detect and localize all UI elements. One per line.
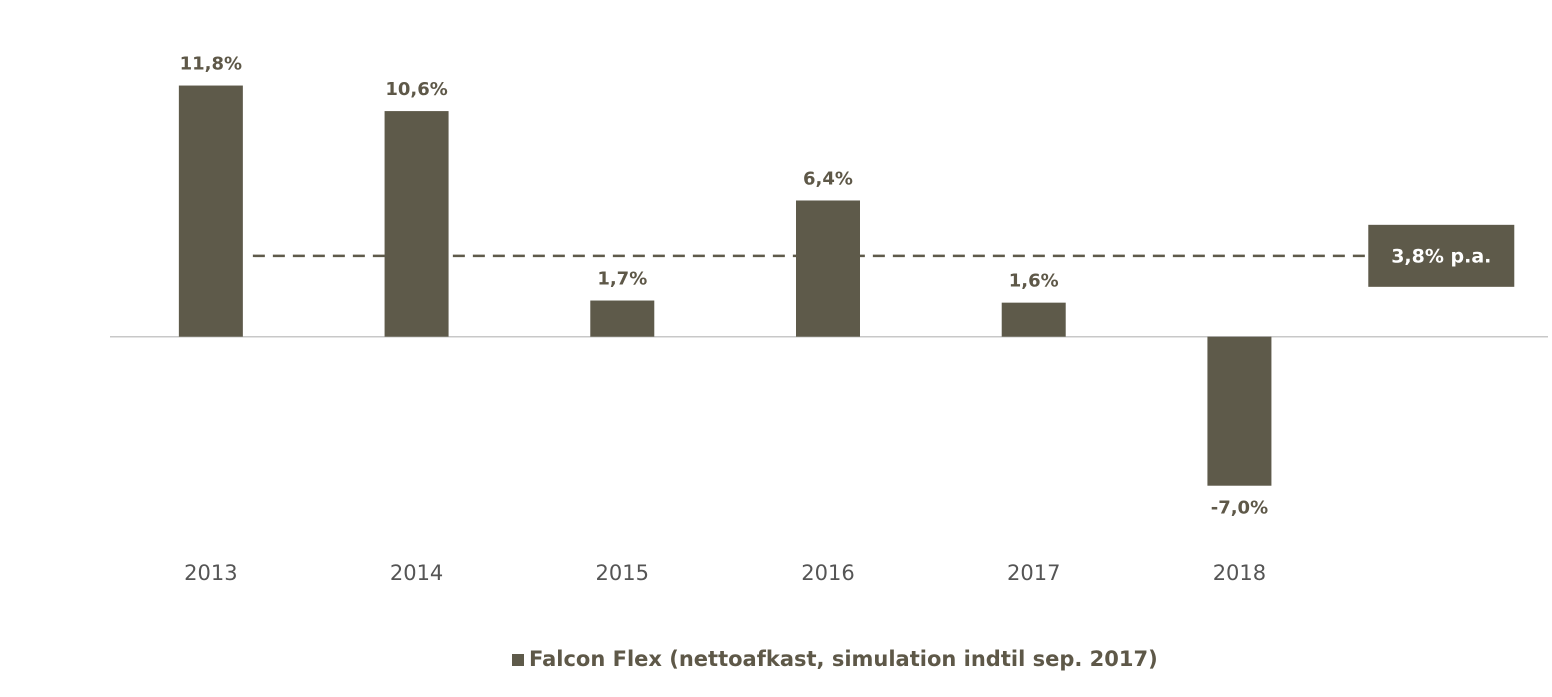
value-label: 1,6% bbox=[1009, 271, 1059, 292]
bar bbox=[1001, 302, 1066, 337]
x-tick-label: 2017 bbox=[1007, 561, 1060, 585]
x-tick-label: 2015 bbox=[596, 561, 649, 585]
bar bbox=[384, 111, 449, 337]
x-tick-label: 2014 bbox=[390, 561, 443, 585]
average-label: 3,8% p.a. bbox=[1391, 245, 1491, 267]
bar bbox=[178, 85, 243, 337]
average-box bbox=[1368, 224, 1515, 287]
value-label: -7,0% bbox=[1211, 498, 1268, 519]
legend-label: Falcon Flex (nettoafkast, simulation ind… bbox=[529, 647, 1158, 671]
x-tick-label: 2018 bbox=[1213, 561, 1266, 585]
x-tick-label: 2013 bbox=[184, 561, 237, 585]
value-label: 1,7% bbox=[597, 269, 647, 290]
bar bbox=[1207, 336, 1272, 486]
legend-marker bbox=[512, 654, 524, 666]
bar bbox=[590, 300, 655, 337]
x-tick-label: 2016 bbox=[801, 561, 854, 585]
value-label: 6,4% bbox=[803, 168, 853, 189]
value-label: 10,6% bbox=[385, 79, 447, 100]
bar bbox=[796, 200, 860, 337]
value-label: 11,8% bbox=[180, 54, 242, 75]
